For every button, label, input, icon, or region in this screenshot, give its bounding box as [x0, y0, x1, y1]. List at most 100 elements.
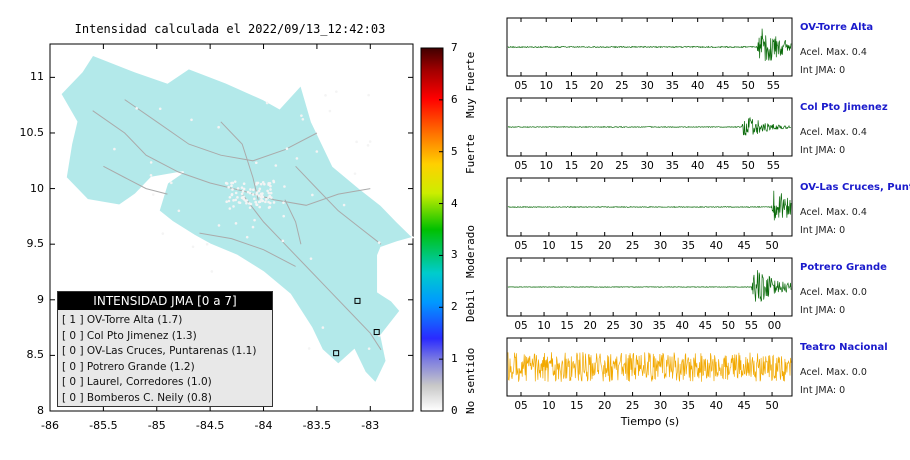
town-dot [328, 109, 332, 113]
wave-tick-label: 30 [653, 400, 668, 412]
wave-tick-label: 15 [564, 80, 579, 92]
town-dot [230, 181, 233, 185]
town-dot [309, 257, 313, 260]
cbar-label-debil: Debil [464, 288, 477, 322]
y-tick-label: 9 [37, 292, 44, 306]
x-tick-label: -85 [147, 419, 166, 432]
town-dot [230, 184, 233, 188]
wave-tick-label: 15 [564, 160, 579, 172]
town-dot [272, 179, 275, 183]
town-dot [257, 194, 261, 197]
town-dot [234, 191, 238, 195]
town-dot [240, 196, 244, 200]
wave-tick-label: 20 [597, 240, 612, 252]
wave-tick-label: 30 [629, 320, 643, 332]
wave-tick-label: 30 [640, 160, 654, 172]
town-dot [268, 201, 272, 205]
wave-tick-label: 45 [737, 400, 751, 412]
town-dot [282, 201, 285, 204]
town-dot [253, 218, 256, 222]
town-dot [355, 140, 358, 144]
town-dot [242, 187, 246, 191]
wave-tick-label: 25 [606, 320, 620, 332]
town-dot [251, 225, 255, 229]
town-dot [240, 186, 244, 189]
town-dot [225, 182, 229, 185]
town-dot [353, 172, 357, 175]
town-dot [227, 199, 231, 203]
legend-row: [ 0 ] Laurel, Corredores (1.0) [62, 376, 212, 388]
town-dot [113, 147, 116, 151]
cbar-label-muy-fuerte: Muy Fuerte [464, 51, 477, 118]
y-tick-label: 8.5 [26, 348, 45, 362]
road-line [103, 165, 168, 195]
cbar-tick-label: 7 [451, 41, 458, 54]
town-dot [267, 206, 271, 209]
wave-tick-label: 05 [514, 80, 528, 92]
town-dot [301, 118, 305, 121]
wave-tick-label: 35 [652, 320, 666, 332]
town-dot [367, 347, 371, 350]
wave-tick-label: 05 [514, 160, 528, 172]
wave-tick-label: 25 [625, 400, 640, 412]
station-name: Potrero Grande [800, 262, 887, 273]
town-dot [191, 245, 195, 249]
town-dot [255, 192, 258, 196]
town-dot [236, 187, 240, 190]
town-dot [300, 114, 303, 117]
town-dot [244, 199, 247, 203]
town-dot [205, 242, 209, 246]
intensity-legend: INTENSIDAD JMA [0 a 7] [ 1 ] OV-Torre Al… [57, 291, 273, 407]
station-int: Int JMA: 0 [800, 145, 846, 156]
station-int: Int JMA: 0 [800, 65, 846, 76]
wave-tick-label: 45 [698, 320, 713, 332]
town-dot [324, 94, 327, 97]
wave-tick-label: 10 [539, 160, 553, 172]
town-dot [241, 190, 245, 193]
town-dot [232, 205, 235, 208]
town-dot [265, 101, 269, 105]
town-dot [257, 200, 261, 204]
wave-tick-label: 55 [766, 160, 781, 172]
wave-tick-label: 10 [542, 400, 556, 412]
colorbar [420, 47, 444, 412]
town-dot [311, 193, 314, 197]
x-axis-label: Tiempo (s) [620, 415, 680, 428]
town-dot [257, 189, 261, 193]
town-dot [242, 182, 246, 186]
wave-tick-label: 35 [665, 80, 680, 92]
x-tick-label: -84.5 [195, 419, 225, 432]
station-name: Col Pto Jimenez [800, 102, 888, 113]
wave-tick-label: 30 [653, 240, 668, 252]
y-tick-label: 10.5 [19, 125, 45, 139]
cbar-label-fuerte: Fuerte [464, 134, 477, 174]
cbar-tick-label: 0 [451, 404, 458, 417]
town-dot [255, 203, 259, 207]
town-dot [230, 193, 234, 197]
wave-tick-label: 10 [539, 80, 553, 92]
station-name: Teatro Nacional [800, 342, 888, 353]
legend-row: [ 0 ] Potrero Grande (1.2) [62, 360, 195, 373]
station-name: OV-Torre Alta [800, 22, 874, 33]
town-dot [285, 147, 289, 151]
cbar-label-no-sentido: No sentido [464, 347, 477, 414]
wave-tick-label: 00 [767, 320, 782, 332]
wave-tick-label: 15 [570, 240, 584, 252]
wave-tick-label: 35 [681, 240, 696, 252]
y-tick-label: 9.5 [26, 237, 45, 251]
y-tick-label: 10 [30, 181, 44, 195]
town-dot [231, 188, 234, 191]
town-dot [245, 235, 249, 239]
cbar-tick-label: 2 [451, 300, 458, 314]
waveform-trace [507, 352, 792, 382]
town-dot [265, 198, 268, 201]
legend-row: [ 0 ] Bomberos C. Neily (0.8) [62, 391, 212, 404]
legend-row: [ 0 ] Col Pto Jimenez (1.3) [62, 329, 197, 342]
wave-tick-label: 50 [741, 160, 755, 172]
town-dot [281, 239, 285, 243]
wave-tick-label: 50 [765, 240, 779, 252]
town-dot [234, 198, 238, 202]
wave-tick-label: 10 [542, 240, 556, 252]
wave-tick-label: 15 [570, 400, 584, 412]
